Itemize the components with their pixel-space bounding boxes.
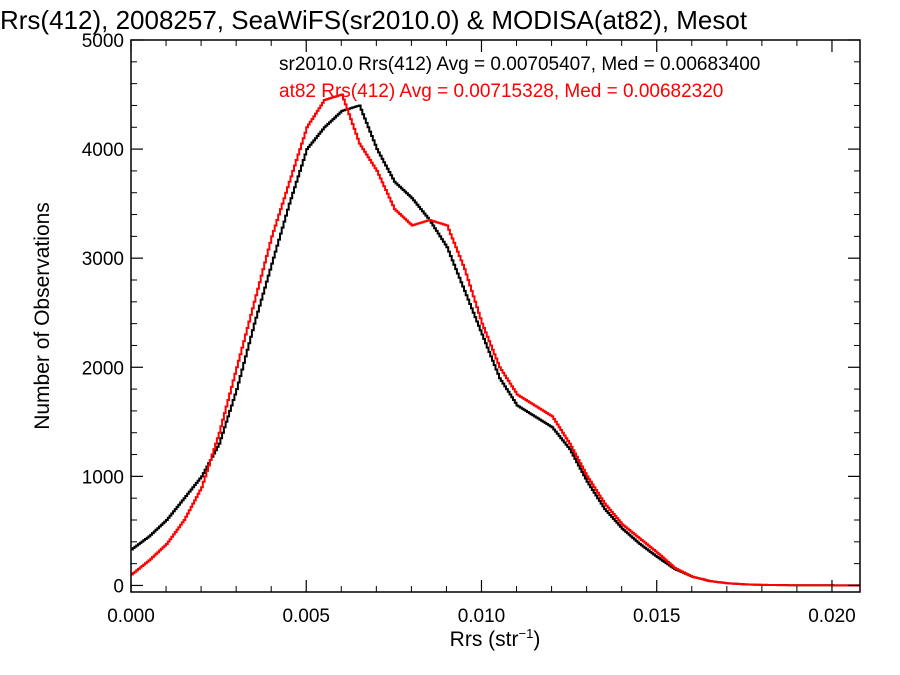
x-axis-label: Rrs (str−1) xyxy=(450,626,541,651)
chart-title: Rrs(412), 2008257, SeaWiFS(sr2010.0) & M… xyxy=(0,5,748,35)
y-tick-label: 1000 xyxy=(82,467,124,488)
x-tick-label: 0.015 xyxy=(633,606,681,627)
y-tick-label: 4000 xyxy=(82,140,124,161)
x-axis-ticks: 0.000 0.005 0.010 0.015 0.020 xyxy=(107,40,856,627)
x-tick-label: 0.000 xyxy=(107,606,155,627)
y-tick-label: 2000 xyxy=(82,358,124,379)
plot-frame xyxy=(130,39,861,593)
annotation-at82: at82 Rrs(412) Avg = 0.00715328, Med = 0.… xyxy=(279,81,723,102)
series-layer xyxy=(131,93,860,587)
x-axis-label-superscript: −1 xyxy=(519,626,534,641)
y-axis-ticks: 0 1000 2000 3000 4000 5000 xyxy=(82,31,860,597)
series-line-0 xyxy=(131,104,860,587)
x-tick-label: 0.010 xyxy=(458,606,506,627)
y-tick-label: 0 xyxy=(113,576,124,597)
annotation-sr2010: sr2010.0 Rrs(412) Avg = 0.00705407, Med … xyxy=(279,54,760,75)
x-tick-label: 0.020 xyxy=(808,606,856,627)
series-line-1 xyxy=(131,93,860,587)
x-axis-label-main: Rrs (str xyxy=(450,628,519,651)
y-tick-label: 5000 xyxy=(82,31,124,52)
x-tick-label: 0.005 xyxy=(282,606,330,627)
y-tick-label: 3000 xyxy=(82,249,124,270)
x-axis-label-close: ) xyxy=(533,628,540,651)
y-axis-label: Number of Observations xyxy=(31,202,54,430)
